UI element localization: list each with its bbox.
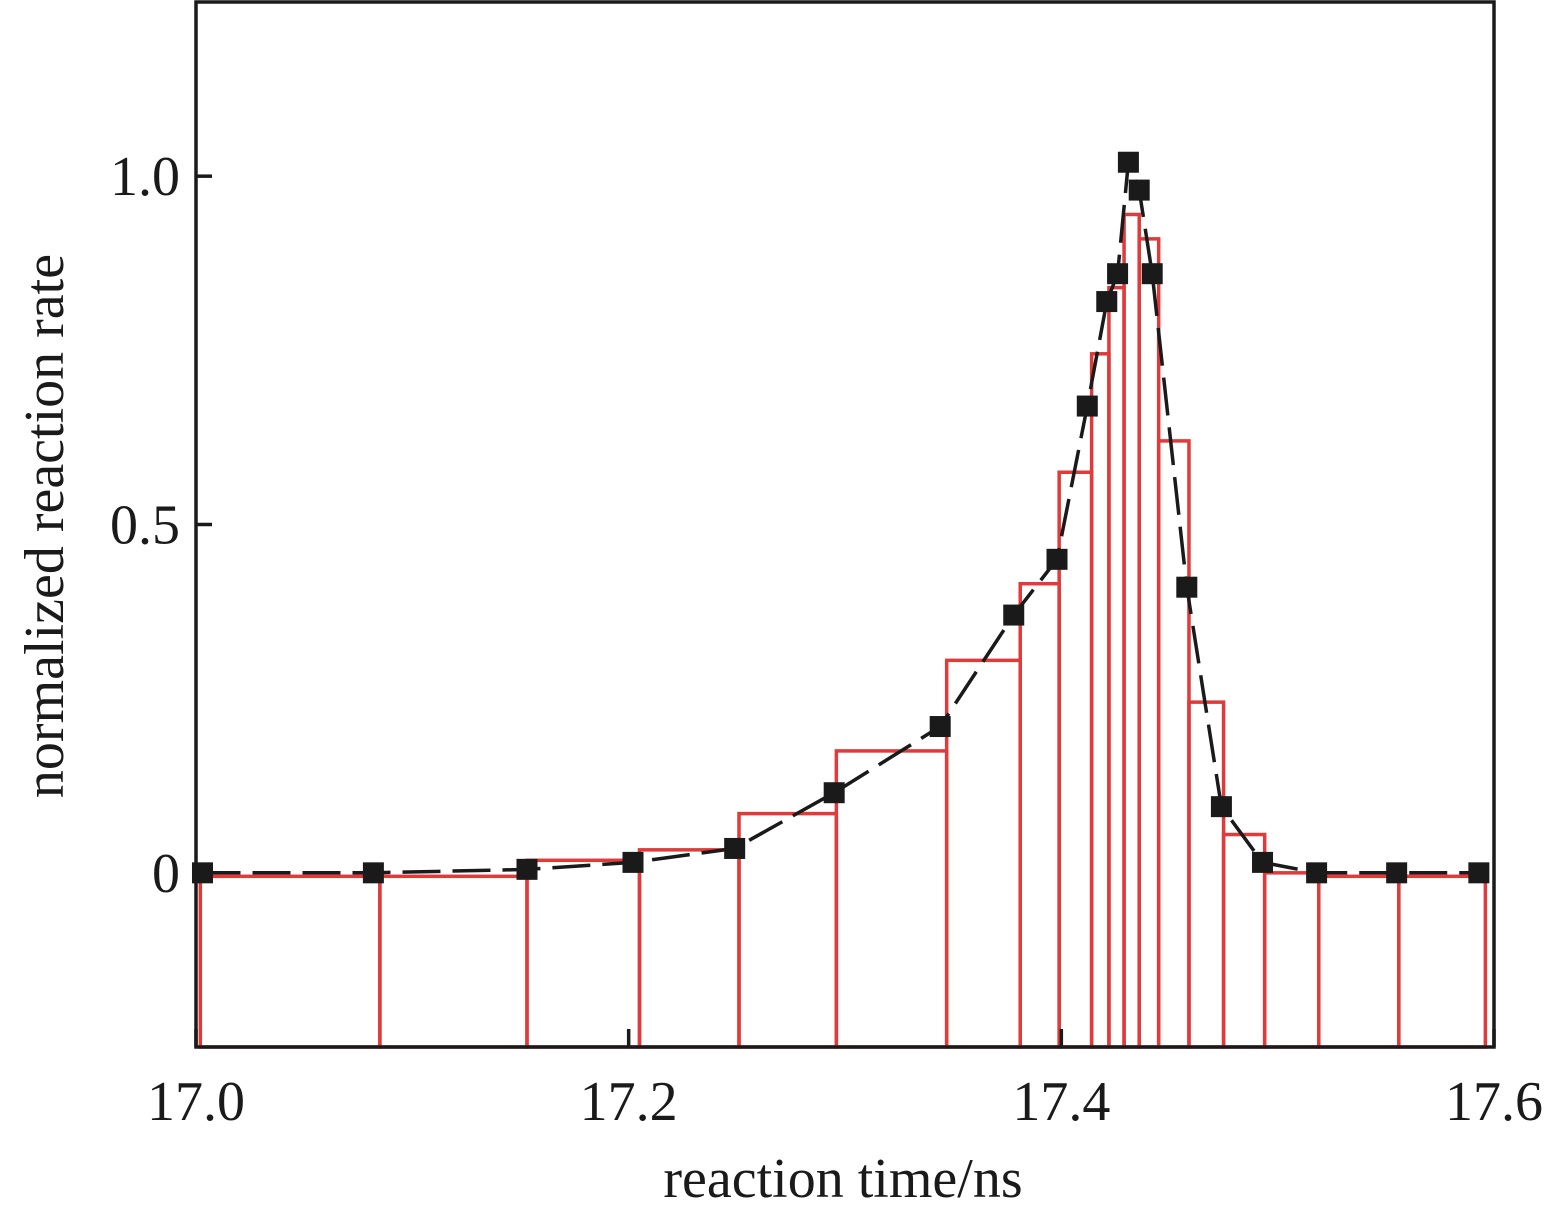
data-point-20 — [1386, 862, 1408, 884]
plot-frame — [194, 0, 1496, 1049]
data-point-4 — [622, 851, 644, 873]
data-point-5 — [724, 837, 746, 859]
histogram-series — [198, 212, 1488, 1049]
data-point-8 — [1003, 604, 1025, 626]
x-tick-label-4: 17.6 — [1445, 1071, 1543, 1133]
histogram-bar-1 — [198, 874, 382, 1049]
x-tick-label-3: 17.4 — [1012, 1071, 1110, 1133]
data-point-18 — [1252, 851, 1274, 873]
histogram-bar-11 — [1107, 285, 1126, 1049]
histogram-bar-4 — [637, 848, 741, 1049]
data-point-2 — [362, 862, 384, 884]
histogram-bar-18 — [1317, 874, 1401, 1049]
y-tick-label-1: 0 — [152, 843, 180, 905]
data-point-14 — [1128, 179, 1150, 201]
histogram-bar-10 — [1089, 352, 1111, 1049]
data-point-15 — [1141, 263, 1163, 285]
x-tick-label-1: 17.0 — [147, 1071, 245, 1133]
data-point-6 — [823, 782, 845, 804]
histogram-bar-6 — [834, 749, 949, 1049]
data-point-11 — [1096, 291, 1118, 313]
data-point-3 — [516, 858, 538, 880]
histogram-bar-19 — [1397, 874, 1488, 1049]
histogram-bar-17 — [1262, 871, 1321, 1049]
x-tick-label-2: 17.2 — [580, 1071, 678, 1133]
data-point-19 — [1306, 862, 1328, 884]
y-tick-label-2: 0.5 — [110, 495, 180, 557]
data-point-17 — [1210, 796, 1232, 818]
data-point-7 — [929, 716, 951, 738]
data-point-13 — [1117, 151, 1139, 173]
data-point-10 — [1076, 395, 1098, 417]
data-point-16 — [1176, 576, 1198, 598]
tick-labels: 17.0 17.2 17.4 17.6 0 0.5 1.0 — [110, 146, 1543, 1133]
histogram-bar-13 — [1137, 237, 1161, 1049]
x-axis-title: reaction time/ns — [663, 1148, 1022, 1210]
data-point-9 — [1046, 548, 1068, 570]
axes — [194, 0, 1496, 1049]
histogram-bar-3 — [525, 858, 642, 1049]
histogram-bar-12 — [1122, 212, 1141, 1049]
y-tick-label-3: 1.0 — [110, 146, 180, 208]
line-series — [191, 151, 1490, 884]
histogram-bar-5 — [737, 811, 839, 1049]
data-point-12 — [1107, 263, 1129, 285]
histogram-bar-2 — [378, 874, 529, 1049]
histogram-bar-8 — [1018, 581, 1061, 1049]
series-line — [202, 161, 1479, 875]
histogram-bar-15 — [1187, 700, 1226, 1049]
histogram-bar-7 — [944, 658, 1022, 1049]
histogram-bar-14 — [1156, 439, 1191, 1049]
data-point-21 — [1468, 862, 1490, 884]
y-axis-title: normalized reaction rate — [14, 254, 76, 798]
